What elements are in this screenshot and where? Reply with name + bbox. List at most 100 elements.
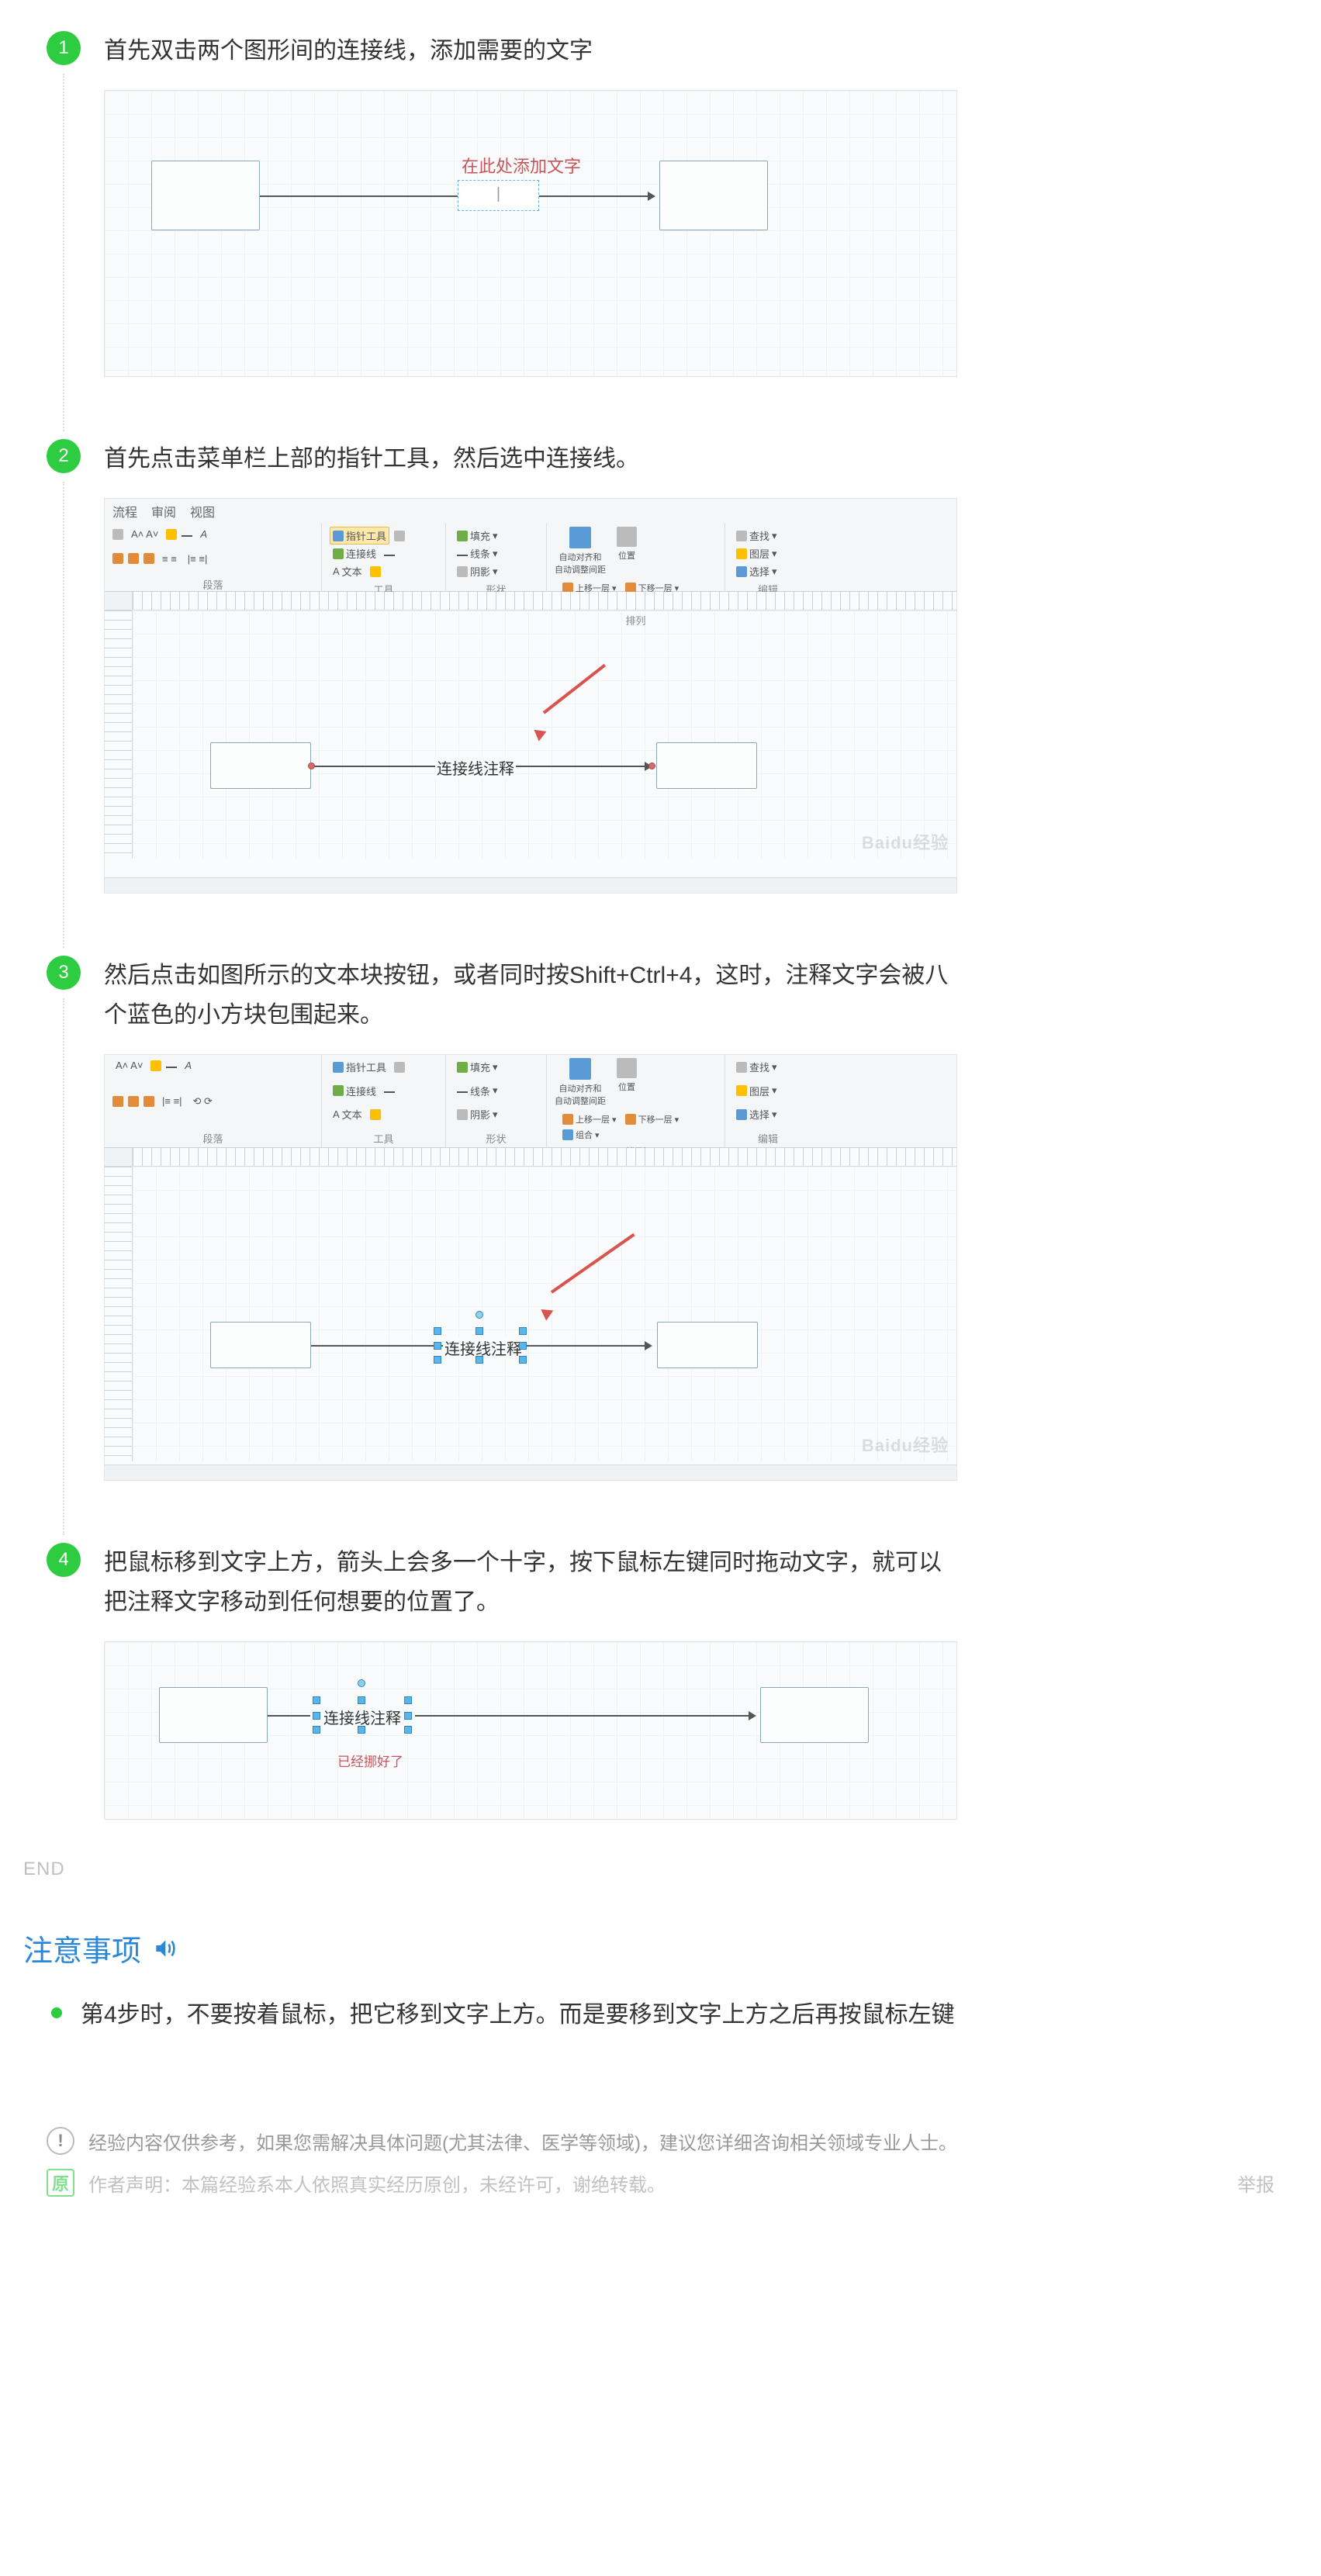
selection-handle[interactable] — [358, 1726, 365, 1734]
align-icon[interactable] — [128, 1096, 139, 1107]
ruler-ticks — [133, 1148, 956, 1166]
shape-right[interactable] — [656, 742, 757, 789]
selection-handle[interactable] — [475, 1356, 483, 1364]
ribbon-tab[interactable]: 视图 — [190, 502, 215, 520]
find-button[interactable]: 查找 ▾ — [733, 1058, 780, 1076]
layer-button[interactable]: 图层 ▾ — [733, 1082, 780, 1100]
align-icon[interactable] — [112, 553, 123, 564]
send-back-button[interactable]: 下移一层 ▾ — [622, 1112, 683, 1127]
font-style[interactable]: A — [182, 1058, 195, 1073]
selection-handle[interactable] — [404, 1696, 412, 1704]
pointer-tool-button[interactable]: 指针工具 — [330, 527, 389, 545]
shape-left[interactable] — [210, 1322, 311, 1368]
connector-button[interactable]: 连接线 — [330, 1082, 379, 1100]
ruler-corner — [105, 1148, 133, 1166]
grid-background — [133, 610, 956, 859]
position-icon[interactable] — [617, 527, 637, 547]
step-text-4: 把鼠标移到文字上方，箭头上会多一个十字，按下鼠标左键同时拖动文字，就可以把注释文… — [104, 1543, 957, 1622]
canvas-main[interactable]: 连接线注释 Baidu经验 — [133, 610, 956, 859]
connector-annotation[interactable]: 连接线注释 — [435, 756, 516, 779]
align-icon[interactable] — [144, 1096, 154, 1107]
textblock-button-highlight[interactable] — [370, 1109, 381, 1120]
rotation-handle[interactable] — [358, 1679, 365, 1687]
line-button[interactable]: 线条 ▾ — [454, 1082, 501, 1100]
font-shrink-icon[interactable] — [112, 529, 123, 540]
ribbon-group-edit: 查找 ▾ 图层 ▾ 选择 ▾ 编辑 — [725, 524, 811, 593]
curve-icon[interactable] — [384, 552, 395, 556]
selection-handle[interactable] — [313, 1696, 320, 1704]
sound-icon[interactable] — [150, 1935, 178, 1962]
connector-endpoint[interactable] — [308, 762, 315, 769]
highlight-icon[interactable] — [150, 1060, 161, 1071]
indent-icon[interactable]: |≡ ≡| — [185, 552, 211, 566]
font-size[interactable]: A˄ A˅ — [112, 1058, 146, 1073]
connector-endpoint[interactable] — [648, 762, 655, 769]
fill-button[interactable]: 填充 ▾ — [454, 527, 501, 545]
shadow-icon — [457, 566, 468, 577]
ribbon-tab[interactable]: 审阅 — [151, 502, 176, 520]
connector-button[interactable]: 连接线 — [330, 545, 379, 562]
selection-handle[interactable] — [313, 1726, 320, 1734]
font-style[interactable]: A — [197, 527, 210, 541]
select-button[interactable]: 选择 ▾ — [733, 1105, 780, 1123]
canvas-area: 连接线注释 Baidu经验 — [105, 610, 956, 859]
group-button[interactable]: 组合 ▾ — [559, 1127, 603, 1143]
ribbon-tab[interactable]: 流程 — [112, 502, 137, 520]
shape-left[interactable] — [159, 1687, 268, 1743]
selection-handle[interactable] — [358, 1696, 365, 1704]
select-button[interactable]: 选择 ▾ — [733, 562, 780, 580]
curve-icon[interactable] — [384, 1088, 395, 1093]
selection-handle[interactable] — [475, 1327, 483, 1335]
shape-right[interactable] — [760, 1687, 869, 1743]
shape-right[interactable] — [657, 1322, 758, 1368]
dash-icon[interactable] — [182, 532, 192, 537]
selection-handle[interactable] — [404, 1712, 412, 1720]
rect-tool-icon[interactable] — [394, 1062, 405, 1073]
shape-left[interactable] — [210, 742, 311, 789]
connector-line[interactable] — [415, 1715, 749, 1717]
shadow-button[interactable]: 阴影 ▾ — [454, 562, 501, 580]
step-text-2: 首先点击菜单栏上部的指针工具，然后选中连接线。 — [104, 439, 957, 479]
rotate-icon[interactable]: ⟲ ⟳ — [190, 1094, 216, 1109]
text-button[interactable]: A 文本 — [330, 562, 365, 580]
selection-handle[interactable] — [313, 1712, 320, 1720]
auto-align-icon[interactable] — [569, 1058, 591, 1080]
shadow-button[interactable]: 阴影 ▾ — [454, 1105, 501, 1123]
pointer-tool-button[interactable]: 指针工具 — [330, 1058, 389, 1076]
font-size[interactable]: A˄ A˅ — [128, 527, 161, 541]
report-link[interactable]: 举报 — [1237, 2170, 1274, 2197]
highlight-icon[interactable] — [166, 529, 177, 540]
selection-handle[interactable] — [404, 1726, 412, 1734]
align-icon[interactable] — [112, 1096, 123, 1107]
align-icon[interactable] — [128, 553, 139, 564]
selection-handle[interactable] — [519, 1356, 527, 1364]
find-button[interactable]: 查找 ▾ — [733, 527, 780, 545]
smile-icon[interactable] — [370, 566, 381, 577]
connector-annotation[interactable]: 连接线注释 — [322, 1706, 403, 1728]
timeline-connector — [63, 998, 64, 1535]
canvas-main[interactable]: 连接线注释 Baidu经验 — [133, 1167, 956, 1461]
rect-tool-icon[interactable] — [394, 531, 405, 541]
selection-handle[interactable] — [434, 1342, 441, 1350]
selection-handle[interactable] — [434, 1327, 441, 1335]
rotation-handle[interactable] — [475, 1311, 483, 1319]
layer-button[interactable]: 图层 ▾ — [733, 545, 780, 562]
text-button[interactable]: A 文本 — [330, 1105, 365, 1123]
position-icon[interactable] — [617, 1058, 637, 1078]
indent-icon[interactable]: |≡ ≡| — [159, 1094, 185, 1108]
bring-front-button[interactable]: 上移一层 ▾ — [559, 1112, 620, 1127]
align-icon[interactable] — [144, 553, 154, 564]
indent-icon[interactable]: ≡ ≡ — [159, 552, 180, 566]
selection-handle[interactable] — [434, 1356, 441, 1364]
dash-icon[interactable] — [166, 1063, 177, 1068]
auto-align-icon[interactable] — [569, 527, 591, 548]
selection-handle[interactable] — [519, 1342, 527, 1350]
text-edit-box[interactable]: | — [458, 180, 539, 211]
ribbon-bar: 流程 审阅 视图 A˄ A˅ A — [105, 499, 956, 592]
connector-segment — [268, 1715, 310, 1717]
fill-button[interactable]: 填充 ▾ — [454, 1058, 501, 1076]
selection-handle[interactable] — [519, 1327, 527, 1335]
connector-annotation[interactable]: 连接线注释 — [443, 1336, 524, 1359]
vertical-ruler — [105, 610, 133, 859]
line-button[interactable]: 线条 ▾ — [454, 545, 501, 562]
